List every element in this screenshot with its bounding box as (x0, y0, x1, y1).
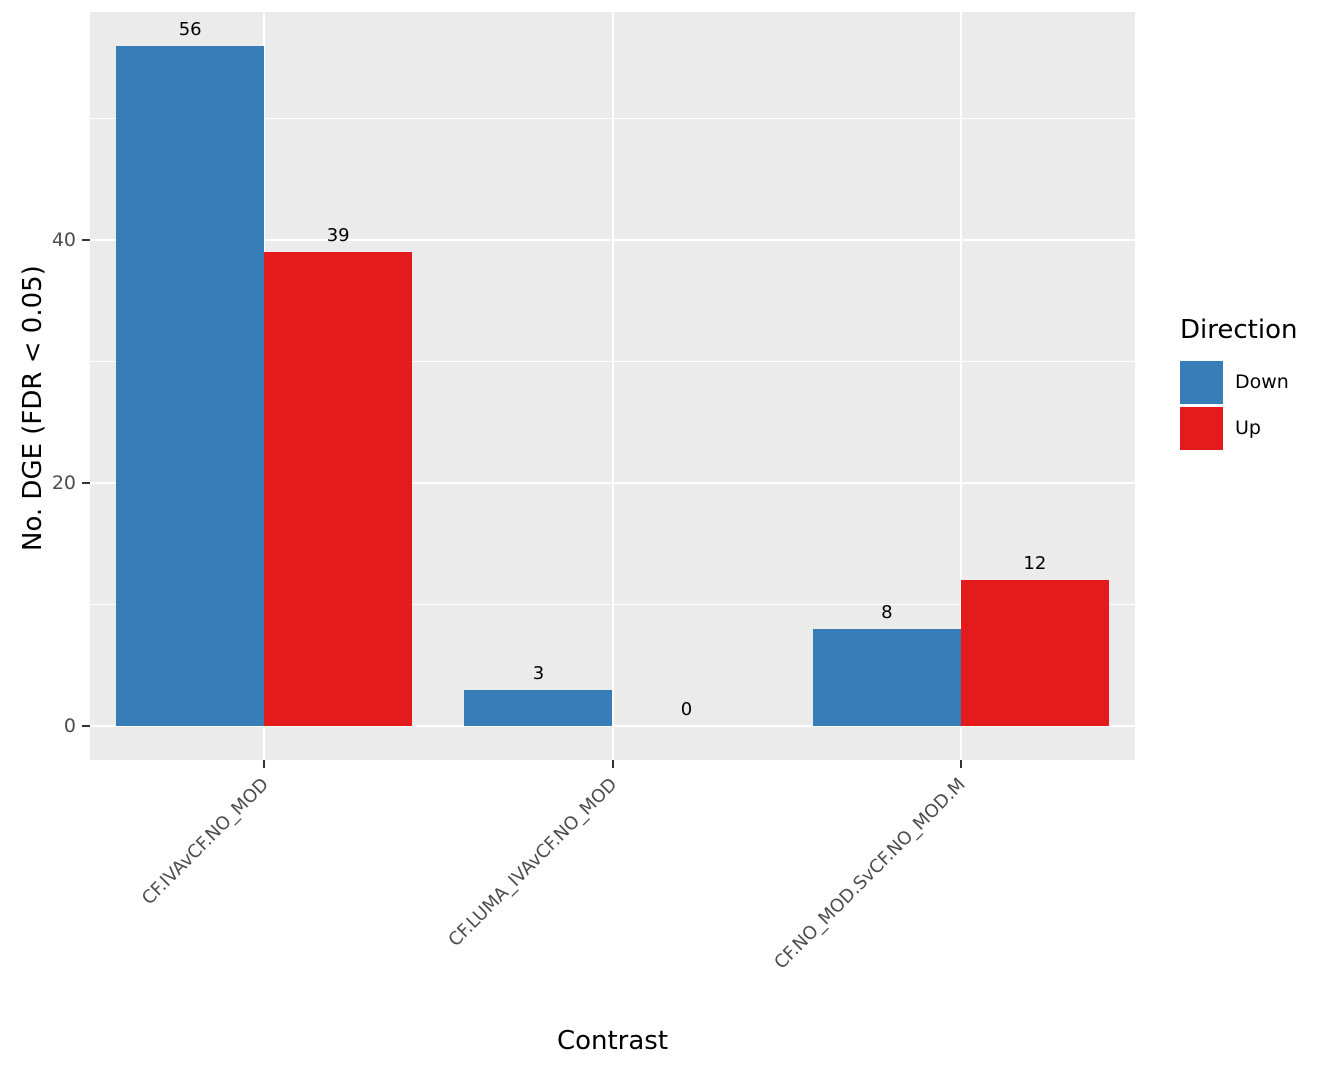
y-tick-mark (82, 482, 90, 485)
bar-value-label: 56 (178, 19, 202, 40)
bar-down-CF.LUMA_IVAvCF.NO_MOD (464, 689, 613, 726)
y-tick-label: 0 (63, 715, 76, 737)
x-tick-mark (611, 760, 614, 768)
bar-value-label: 8 (881, 601, 893, 623)
x-tick-label: CF.IVAvCF.NO_MOD (137, 774, 274, 910)
y-tick-label: 20 (51, 472, 76, 495)
x-tick-mark (959, 760, 962, 768)
x-tick-mark (263, 760, 266, 768)
legend-label-down: Down (1235, 371, 1289, 393)
bar-value-label: 0 (680, 699, 693, 720)
y-tick-mark (82, 725, 90, 727)
bar-down-CF.IVAvCF.NO_MOD (116, 46, 265, 726)
gridline-major-vertical (611, 12, 614, 760)
y-axis-title: No. DGE (FDR < 0.05) (18, 265, 48, 551)
bar-up-CF.NO_MOD.SvCF.NO_MOD.M (960, 580, 1109, 726)
legend-swatch-up (1180, 406, 1223, 450)
bar-value-label: 39 (326, 225, 350, 247)
gridline-major-vertical (959, 12, 962, 760)
y-tick-mark (82, 239, 90, 242)
legend: Direction Down Up (1180, 315, 1340, 451)
x-axis-title: Contrast (556, 1026, 669, 1056)
bar-value-label: 12 (1023, 553, 1047, 575)
bar-up-CF.IVAvCF.NO_MOD (264, 252, 413, 726)
legend-item-down: Down (1180, 359, 1340, 405)
plot-panel: 56 3 8 39 0 12 (90, 12, 1135, 760)
legend-title: Direction (1180, 315, 1298, 345)
legend-swatch-down (1180, 360, 1223, 404)
legend-label-up: Up (1235, 417, 1261, 439)
bar-down-CF.NO_MOD.SvCF.NO_MOD.M (812, 628, 961, 726)
y-tick-label: 40 (51, 229, 76, 252)
bar-value-label: 3 (532, 662, 545, 684)
legend-item-up: Up (1180, 405, 1340, 451)
